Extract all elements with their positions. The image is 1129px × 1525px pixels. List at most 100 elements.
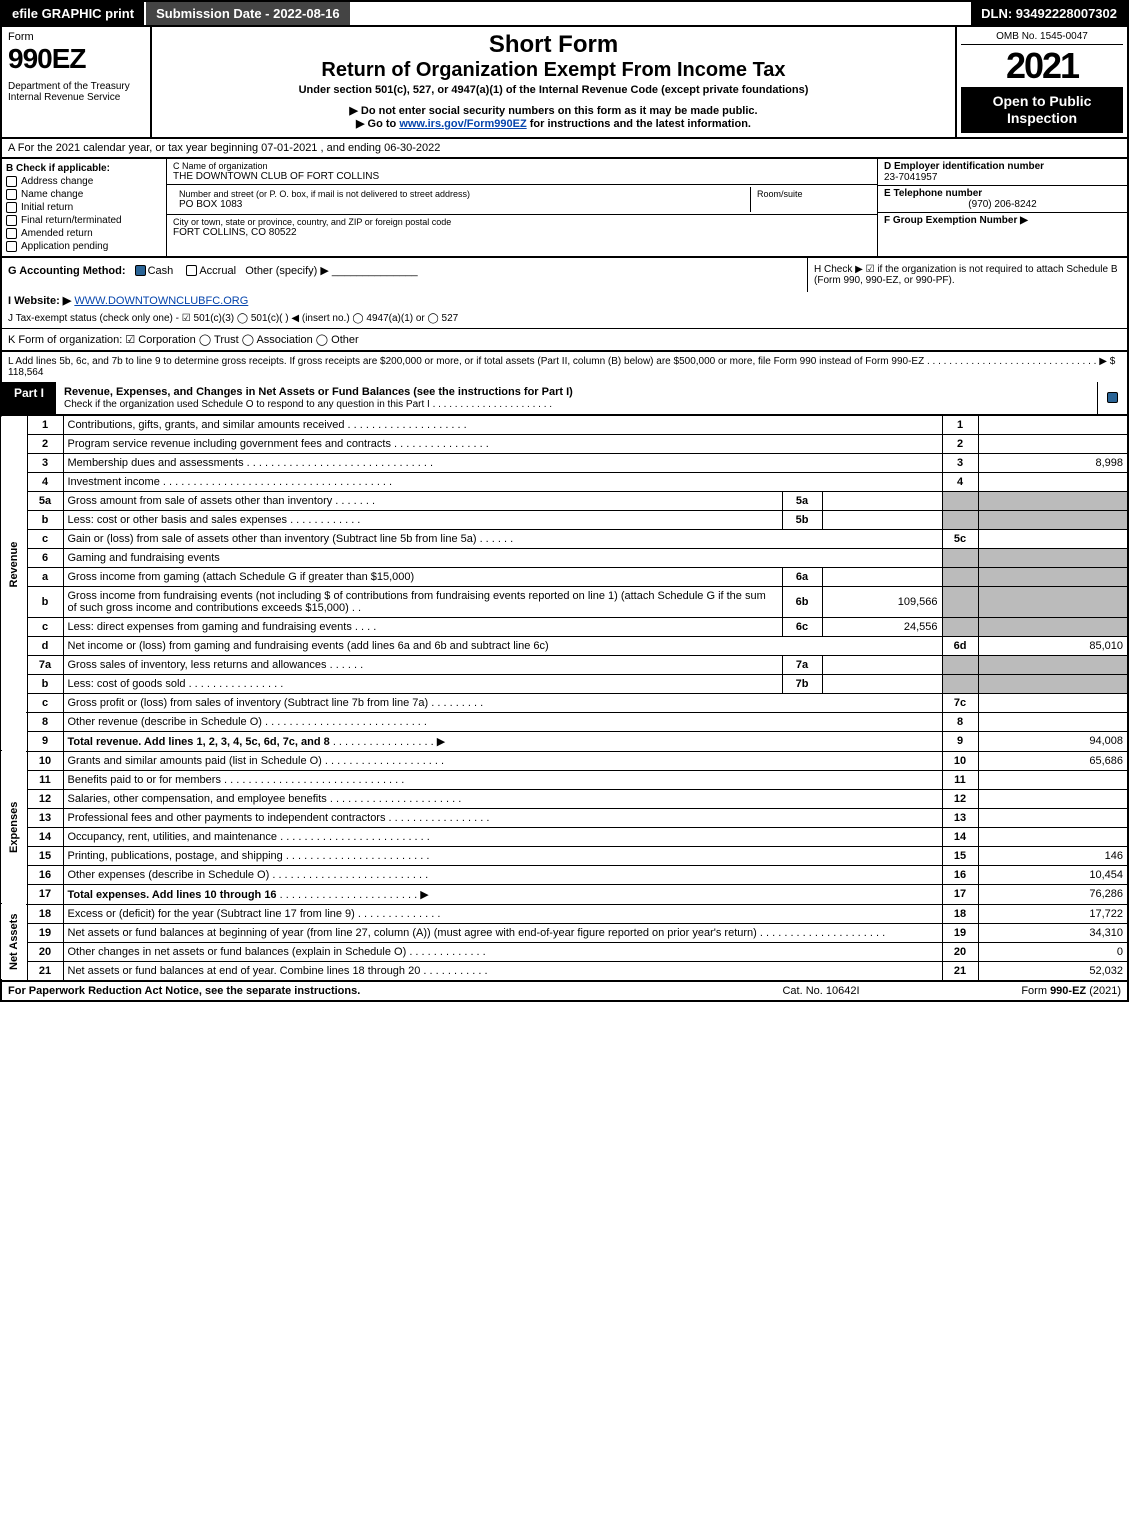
opt-amended-return: Amended return bbox=[21, 228, 93, 239]
chk-address-change[interactable] bbox=[6, 176, 17, 187]
c-2: 2 bbox=[942, 434, 978, 453]
ln-7b: b bbox=[27, 674, 63, 693]
efile-print-label[interactable]: efile GRAPHIC print bbox=[2, 2, 144, 25]
part1-sub: Check if the organization used Schedule … bbox=[64, 399, 552, 410]
ln-12: 12 bbox=[27, 789, 63, 808]
col-def: D Employer identification number 23-7041… bbox=[877, 159, 1127, 256]
a-3: 8,998 bbox=[978, 453, 1128, 472]
opt-address-change: Address change bbox=[21, 176, 93, 187]
g-other: Other (specify) ▶ bbox=[245, 265, 329, 277]
header-left: Form 990EZ Department of the Treasury In… bbox=[2, 27, 152, 137]
netassets-label: Net Assets bbox=[1, 904, 27, 980]
c-19: 19 bbox=[942, 923, 978, 942]
d-20: Other changes in net assets or fund bala… bbox=[68, 946, 407, 958]
opt-name-change: Name change bbox=[21, 189, 83, 200]
a-10: 65,686 bbox=[978, 751, 1128, 770]
omb-number: OMB No. 1545-0047 bbox=[961, 31, 1123, 45]
d-5a: Gross amount from sale of assets other t… bbox=[68, 495, 333, 507]
a-19: 34,310 bbox=[978, 923, 1128, 942]
ln-13: 13 bbox=[27, 808, 63, 827]
d-21: Net assets or fund balances at end of ye… bbox=[68, 965, 421, 977]
ln-6d: d bbox=[27, 636, 63, 655]
d-5b: Less: cost or other basis and sales expe… bbox=[68, 514, 288, 526]
form-number: 990EZ bbox=[8, 43, 144, 75]
d-5c: Gain or (loss) from sale of assets other… bbox=[68, 533, 477, 545]
ln-18: 18 bbox=[27, 904, 63, 923]
ln-16: 16 bbox=[27, 865, 63, 884]
chk-final-return[interactable] bbox=[6, 215, 17, 226]
ln-9: 9 bbox=[27, 731, 63, 751]
chk-accrual[interactable] bbox=[186, 265, 197, 276]
m-6a: 6a bbox=[782, 567, 822, 586]
g-accrual: Accrual bbox=[199, 265, 236, 277]
footer-mid: Cat. No. 10642I bbox=[721, 985, 921, 997]
d-12: Salaries, other compensation, and employ… bbox=[68, 793, 327, 805]
opt-application-pending: Application pending bbox=[21, 241, 108, 252]
c-city-label: City or town, state or province, country… bbox=[173, 217, 871, 227]
c-20: 20 bbox=[942, 942, 978, 961]
row-k: K Form of organization: ☑ Corporation ◯ … bbox=[0, 329, 1129, 352]
c-14: 14 bbox=[942, 827, 978, 846]
d-7c: Gross profit or (loss) from sales of inv… bbox=[68, 697, 429, 709]
d-1: Contributions, gifts, grants, and simila… bbox=[68, 419, 345, 431]
page-footer: For Paperwork Reduction Act Notice, see … bbox=[0, 981, 1129, 1002]
a-1 bbox=[978, 416, 1128, 435]
website-link[interactable]: WWW.DOWNTOWNCLUBFC.ORG bbox=[74, 295, 248, 307]
header-right: OMB No. 1545-0047 2021 Open to Public In… bbox=[957, 27, 1127, 137]
chk-initial-return[interactable] bbox=[6, 202, 17, 213]
m-5a: 5a bbox=[782, 491, 822, 510]
form-header: Form 990EZ Department of the Treasury In… bbox=[0, 27, 1129, 139]
a-11 bbox=[978, 770, 1128, 789]
ln-3: 3 bbox=[27, 453, 63, 472]
ln-6c: c bbox=[27, 617, 63, 636]
chk-application-pending[interactable] bbox=[6, 241, 17, 252]
c-11: 11 bbox=[942, 770, 978, 789]
mv-7a bbox=[822, 655, 942, 674]
a-12 bbox=[978, 789, 1128, 808]
dept-label: Department of the Treasury Internal Reve… bbox=[8, 81, 144, 103]
d-7a: Gross sales of inventory, less returns a… bbox=[68, 659, 327, 671]
d-11: Benefits paid to or for members bbox=[68, 774, 221, 786]
d-8: Other revenue (describe in Schedule O) bbox=[68, 716, 262, 728]
g-block: G Accounting Method: Cash Accrual Other … bbox=[2, 258, 807, 292]
g-cash: Cash bbox=[148, 265, 174, 277]
ln-8: 8 bbox=[27, 712, 63, 731]
d-6b: Gross income from fundraising events (no… bbox=[68, 590, 766, 614]
c-18: 18 bbox=[942, 904, 978, 923]
g-label: G Accounting Method: bbox=[8, 265, 126, 277]
a-16: 10,454 bbox=[978, 865, 1128, 884]
d-block: D Employer identification number 23-7041… bbox=[878, 159, 1127, 186]
c-12: 12 bbox=[942, 789, 978, 808]
c-10: 10 bbox=[942, 751, 978, 770]
d-label: D Employer identification number bbox=[884, 161, 1121, 172]
c-name: THE DOWNTOWN CLUB OF FORT COLLINS bbox=[173, 171, 871, 182]
m-6b: 6b bbox=[782, 586, 822, 617]
title-return: Return of Organization Exempt From Incom… bbox=[158, 59, 949, 82]
c-15: 15 bbox=[942, 846, 978, 865]
ln-14: 14 bbox=[27, 827, 63, 846]
d-6: Gaming and fundraising events bbox=[63, 548, 942, 567]
submission-date: Submission Date - 2022-08-16 bbox=[144, 2, 350, 25]
chk-amended-return[interactable] bbox=[6, 228, 17, 239]
a-14 bbox=[978, 827, 1128, 846]
ln-19: 19 bbox=[27, 923, 63, 942]
d-19: Net assets or fund balances at beginning… bbox=[68, 927, 757, 939]
chk-schedule-o[interactable] bbox=[1107, 392, 1118, 403]
c-addr-label: Number and street (or P. O. box, if mail… bbox=[179, 189, 744, 199]
c-9: 9 bbox=[942, 731, 978, 751]
mv-5a bbox=[822, 491, 942, 510]
footer-right: Form 990-EZ (2021) bbox=[921, 985, 1121, 997]
ln-5b: b bbox=[27, 510, 63, 529]
row-bcdef: B Check if applicable: Address change Na… bbox=[0, 159, 1129, 258]
d-13: Professional fees and other payments to … bbox=[68, 812, 386, 824]
chk-cash[interactable] bbox=[135, 265, 146, 276]
col-b: B Check if applicable: Address change Na… bbox=[2, 159, 167, 256]
h-block: H Check ▶ ☑ if the organization is not r… bbox=[807, 258, 1127, 292]
chk-name-change[interactable] bbox=[6, 189, 17, 200]
irs-link[interactable]: www.irs.gov/Form990EZ bbox=[399, 118, 526, 130]
c-5c: 5c bbox=[942, 529, 978, 548]
d-18: Excess or (deficit) for the year (Subtra… bbox=[68, 908, 355, 920]
revenue-label: Revenue bbox=[1, 416, 27, 713]
c-6d: 6d bbox=[942, 636, 978, 655]
c-city-block: City or town, state or province, country… bbox=[167, 215, 877, 240]
